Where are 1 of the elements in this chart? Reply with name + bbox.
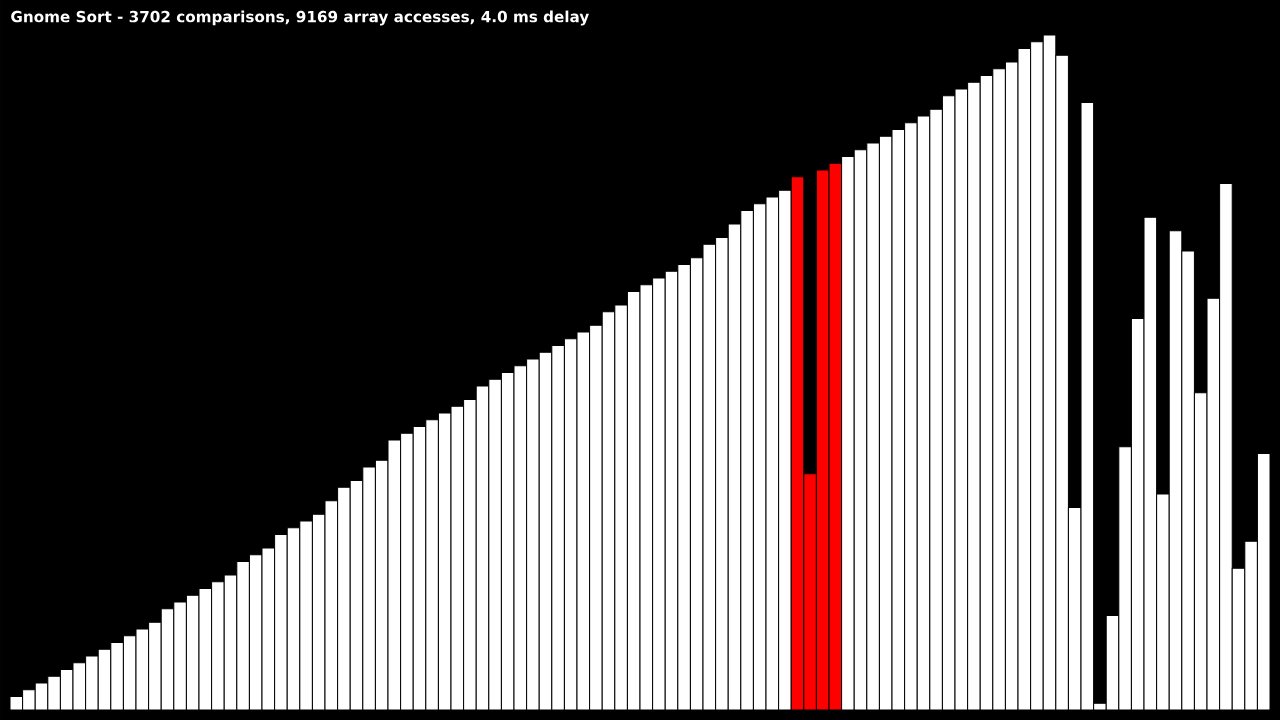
chart-title: Gnome Sort - 3702 comparisons, 9169 array accesses, 4.0 ms delay [11,10,589,26]
